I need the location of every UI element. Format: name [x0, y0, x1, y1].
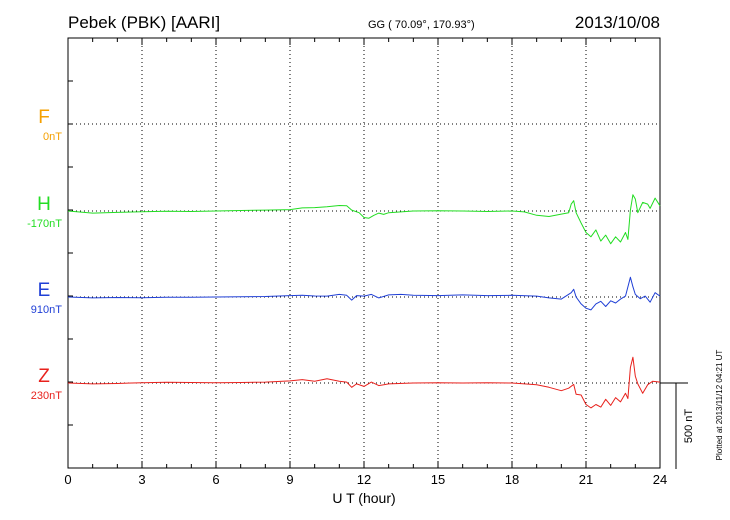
x-axis-ticks: 0 3 6 9 12 15 18 21 24 — [64, 38, 667, 487]
channel-labels: F 0nT H -170nT E 910nT Z 230nT — [27, 107, 62, 402]
x-tick-label: 9 — [286, 472, 293, 487]
x-axis-label: U T (hour) — [332, 490, 395, 506]
station-title: Pebek (PBK) [AARI] — [68, 13, 220, 32]
baseline-value-z: 230nT — [31, 390, 62, 402]
baseline-value-e: 910nT — [31, 304, 62, 316]
coordinates-label: GG ( 70.09°, 170.93°) — [368, 19, 475, 31]
x-tick-label: 6 — [212, 472, 219, 487]
grid-lines — [68, 38, 660, 468]
x-tick-label: 3 — [138, 472, 145, 487]
scale-bar: 500 nT — [660, 382, 695, 469]
x-tick-label: 15 — [431, 472, 445, 487]
series-lines — [67, 194, 661, 409]
scale-bar-label: 500 nT — [683, 409, 695, 444]
x-tick-label: 24 — [653, 472, 667, 487]
x-tick-label: 0 — [64, 472, 71, 487]
x-tick-label: 12 — [357, 472, 371, 487]
channel-label-e: E — [38, 280, 51, 301]
plotted-timestamp: Plotted at 2013/11/12 04:21 UT — [715, 350, 724, 461]
series-line-e — [67, 276, 661, 311]
channel-label-f: F — [38, 107, 50, 128]
channel-label-z: Z — [38, 366, 50, 387]
baseline-value-f: 0nT — [43, 131, 62, 143]
date-label: 2013/10/08 — [575, 13, 660, 32]
x-tick-label: 21 — [579, 472, 593, 487]
series-line-h — [67, 194, 661, 245]
baseline-value-h: -170nT — [27, 218, 62, 230]
channel-label-h: H — [37, 194, 51, 215]
plot-area: 0 3 6 9 12 15 18 21 24 — [64, 37, 667, 487]
x-tick-label: 18 — [505, 472, 519, 487]
series-line-z — [67, 356, 661, 409]
